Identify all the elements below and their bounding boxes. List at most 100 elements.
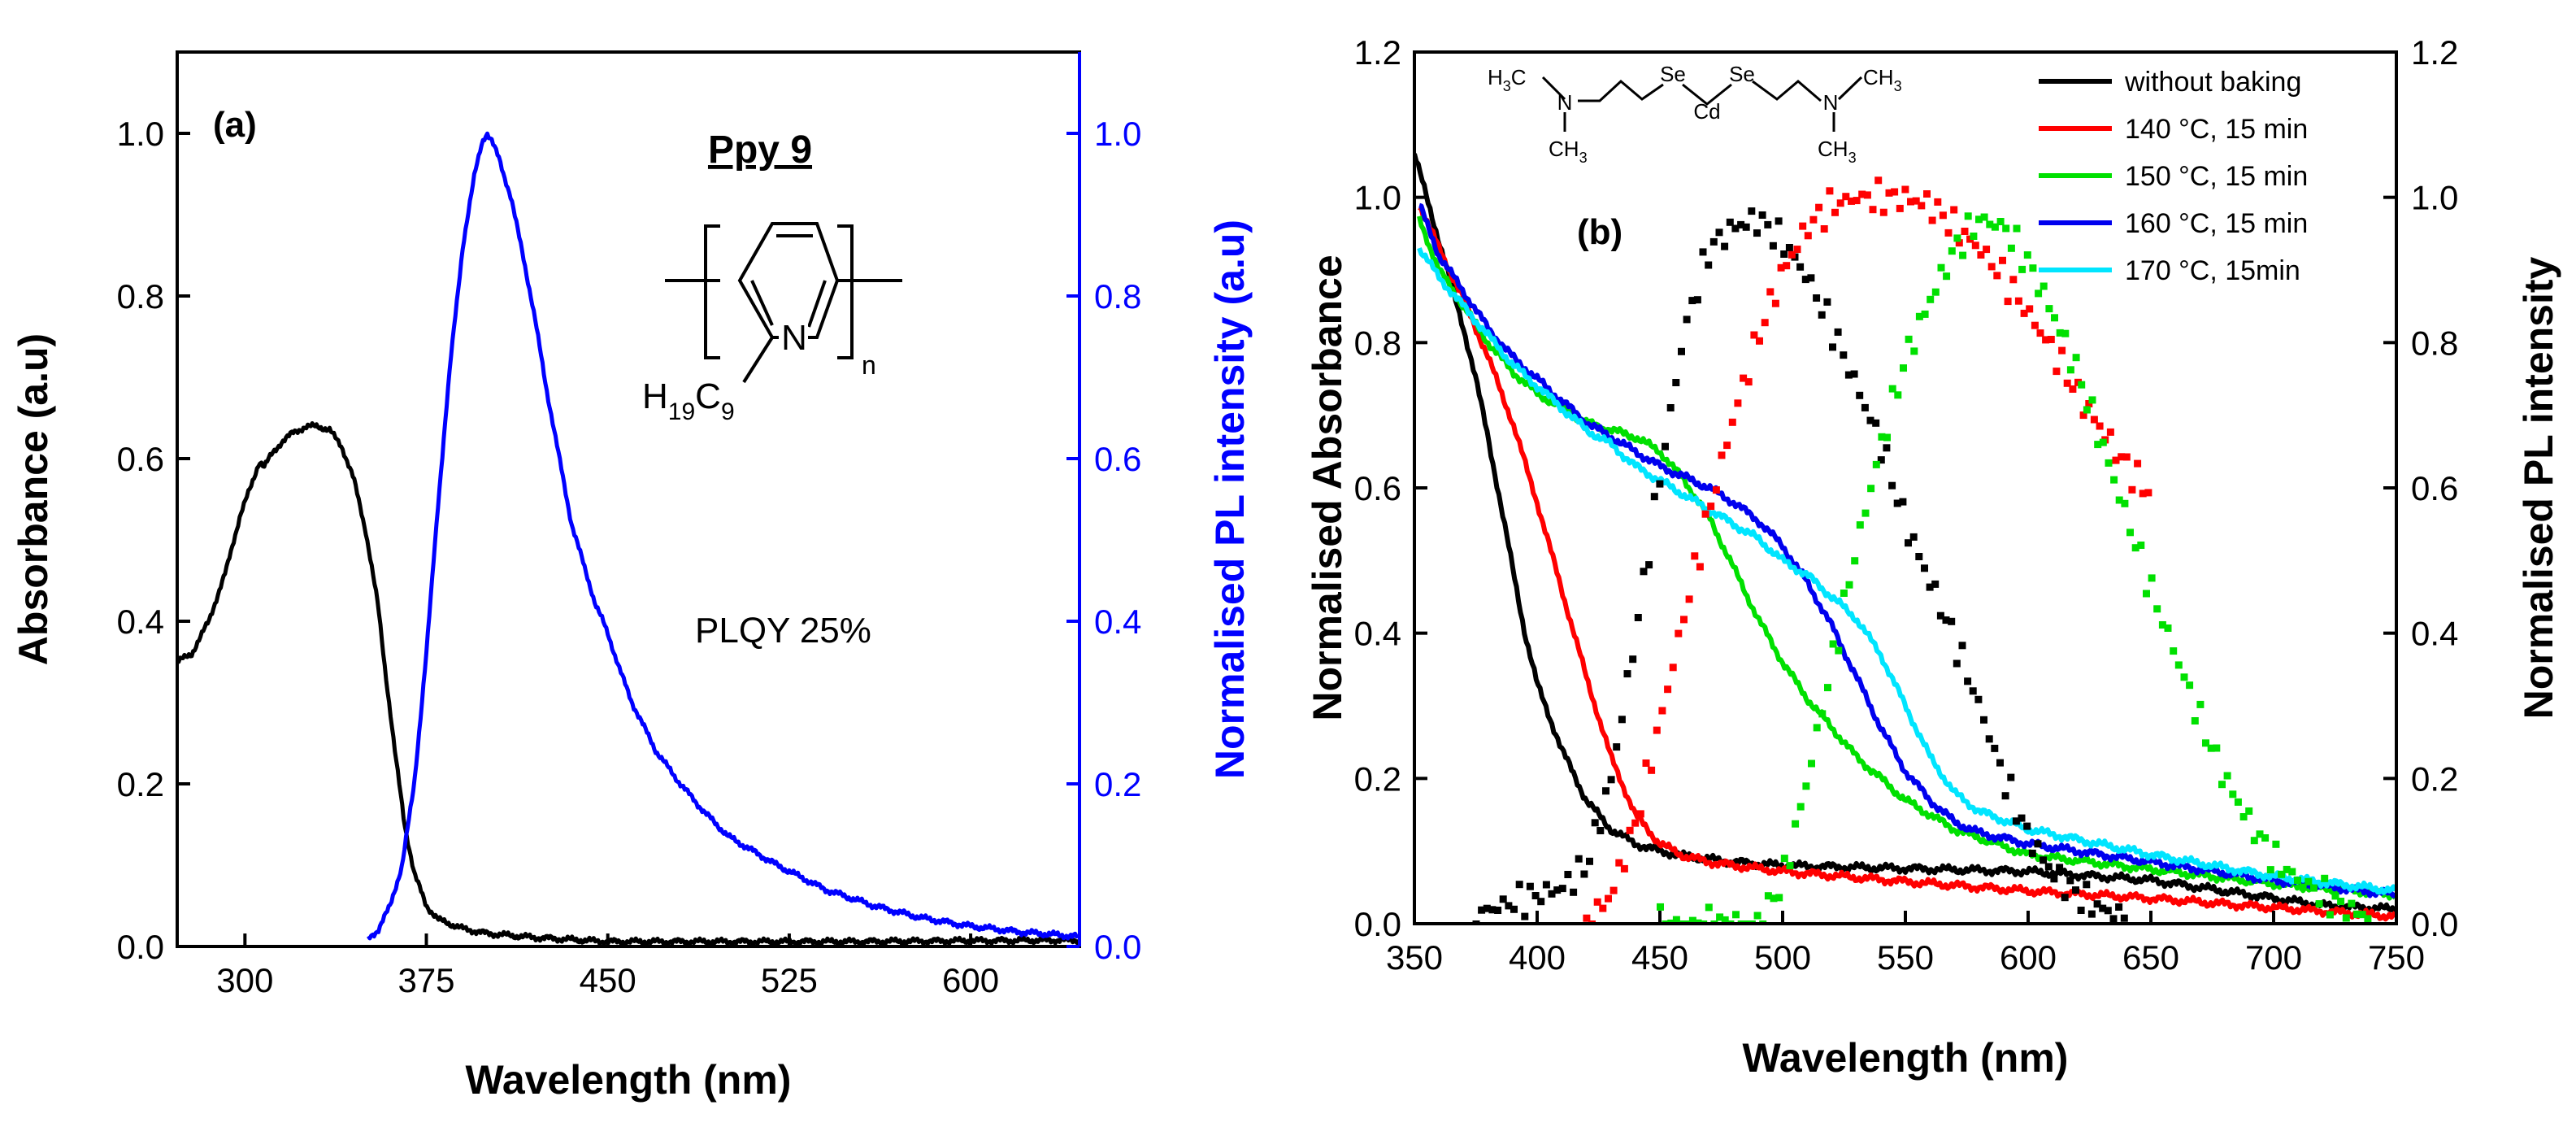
panel-b-pl-dot: [1672, 379, 1680, 386]
cd-molecule: [1541, 76, 1863, 132]
panel-b-pl-dot: [2213, 744, 2221, 752]
panel-b-pl-dot: [1971, 242, 1979, 250]
panel-b-pl-dot: [1883, 444, 1891, 452]
panel-a-ytick-label: 0.8: [117, 277, 164, 315]
panel-b-pl-dot: [1742, 223, 1750, 231]
panel-b-pl-dot: [1961, 228, 1969, 235]
panel-b-pl-dot: [1629, 655, 1637, 664]
panel-b-absorbance-line: [1418, 202, 2396, 899]
panel-b-pl-dot: [1750, 331, 1758, 339]
panel-b-pl-dot: [1896, 204, 1904, 212]
mol-ch3-left: CH3: [1549, 137, 1588, 166]
panel-b-pl-dot: [1721, 916, 1729, 924]
panel-b-pl-dot: [1804, 232, 1812, 240]
panel-b-pl-dot: [1991, 223, 1999, 231]
panel-b-pl-dot: [2051, 314, 2058, 322]
panel-b-y2tick-label: 0.0: [2411, 905, 2458, 943]
panel-b-pl-dot: [2321, 874, 2329, 882]
panel-b-pl-dot: [1888, 481, 1896, 490]
panel-b-pl-dot: [1894, 391, 1902, 399]
panel-b-pl-dot: [1874, 176, 1883, 185]
panel-b-pl-dot: [2045, 305, 2053, 313]
panel-b-pl-dot: [2331, 892, 2339, 900]
panel-b-pl-dot: [1648, 766, 1656, 774]
panel-b-pl-dot: [1845, 581, 1853, 589]
sub-c: C: [695, 376, 721, 416]
panel-b-pl-dot: [1580, 870, 1588, 878]
panel-b-y2label: Normalised PL intensity: [2516, 256, 2561, 719]
panel-b-pl-dot: [2036, 329, 2044, 337]
panel-b-pl-dot: [1867, 485, 1875, 493]
panel-b-pl-dot: [1553, 886, 1562, 894]
panel-b-pl-dot: [1707, 503, 1715, 511]
panel-b-pl-dot: [1764, 220, 1772, 228]
panel-b-pl-dot: [1964, 212, 1972, 220]
panel-b-pl-dot: [2026, 305, 2034, 313]
panel-b-pl-dot: [1975, 215, 1983, 224]
panel-b-pl-dot: [1939, 211, 1947, 220]
panel-b-pl-dot: [2061, 329, 2070, 337]
panel-a-ylabel: Absorbance (a.u): [11, 333, 56, 665]
panel-b-pl-dot: [1907, 198, 1914, 206]
panel-b-pl-dot: [1602, 787, 1609, 795]
panel-b-pl-dot: [2066, 366, 2074, 374]
panel-b-pl-dot: [2088, 396, 2096, 404]
panel-b-pl-dot: [1829, 640, 1837, 648]
panel-b-pl-dot: [2058, 346, 2066, 355]
panel-b-pl-dot: [1716, 913, 1724, 921]
panel-b-label: (b): [1577, 212, 1622, 252]
panel-b-pl-dot: [1564, 871, 1572, 878]
panel-b-pl-dot: [1912, 197, 1920, 205]
legend-label: without baking: [2124, 67, 2301, 98]
panel-b-pl-dot: [1537, 898, 1545, 906]
panel-b-pl-dot: [2061, 894, 2069, 902]
panel-b-pl-dot: [1521, 912, 1529, 920]
panel-b-pl-dot: [1937, 263, 1945, 272]
panel-b-pl-dot: [1818, 710, 1827, 718]
panel-b-pl-dot: [1669, 664, 1677, 672]
panel-b-pl-dot: [2148, 574, 2156, 582]
panel-b-pl-dot: [1740, 374, 1748, 382]
panel-b-pl-dot: [1948, 617, 1956, 625]
panel-b-xlabel: Wavelength (nm): [1743, 1035, 2069, 1081]
panel-b-pl-dot: [1583, 914, 1591, 922]
panel-b-pl-dot: [1831, 208, 1839, 216]
panel-b-pl-dot: [1807, 274, 1815, 282]
panel-b-pl-dot: [1626, 826, 1634, 834]
panel-b-pl-dot: [1785, 244, 1793, 251]
panel-b-pl-dot: [2229, 790, 2237, 798]
panel-a-xtick-label: 600: [942, 961, 999, 999]
panel-b-pl-dot: [1620, 864, 1628, 872]
panel-b-pl-dot: [1658, 707, 1666, 715]
panel-b-pl-dot: [1701, 510, 1709, 518]
panel-b-pl-dot: [1770, 894, 1778, 903]
panel-b-pl-dot: [1691, 552, 1699, 560]
panel-b-xtick-label: 500: [1754, 938, 1811, 977]
panel-b-pl-dot: [1950, 206, 1958, 214]
panel-b-pl-dot: [1656, 480, 1664, 488]
panel-b-ytick-label: 1.2: [1354, 33, 1401, 72]
panel-b-ytick-label: 0.8: [1354, 324, 1401, 362]
panel-b-pl-dot: [2093, 900, 2101, 908]
panel-b-pl-dot: [2304, 877, 2313, 886]
panel-b-pl-dot: [1996, 218, 2005, 225]
panel-b-pl-dot: [2299, 883, 2307, 891]
mol-n-left: N: [1557, 90, 1573, 115]
panel-b-pl-dot: [1891, 188, 1899, 196]
panel-b-pl-dot: [2309, 884, 2318, 892]
panel-b-pl-dot: [2115, 903, 2123, 911]
panel-b-pl-dot: [2120, 914, 2128, 922]
panel-b-pl-dot: [1623, 670, 1631, 678]
panel-b-pl-dot: [2239, 813, 2248, 820]
panel-b-pl-dot: [1788, 250, 1796, 259]
panel-b-pl-dot: [1999, 256, 2006, 264]
panel-b-pl-dot: [1499, 895, 1507, 903]
panel-b-pl-dot: [1918, 202, 1926, 210]
panel-b-pl-dot: [2079, 411, 2087, 420]
panel-a-ytick-label: 0.0: [117, 928, 164, 966]
panel-a-y2tick-label: 0.0: [1094, 928, 1141, 966]
mol-ch3-bottom: CH3: [1818, 137, 1857, 166]
substituent-label: H19C9: [642, 376, 735, 425]
panel-b-pl-dot: [1980, 213, 1988, 221]
panel-b-pl-dot: [1921, 310, 1929, 318]
